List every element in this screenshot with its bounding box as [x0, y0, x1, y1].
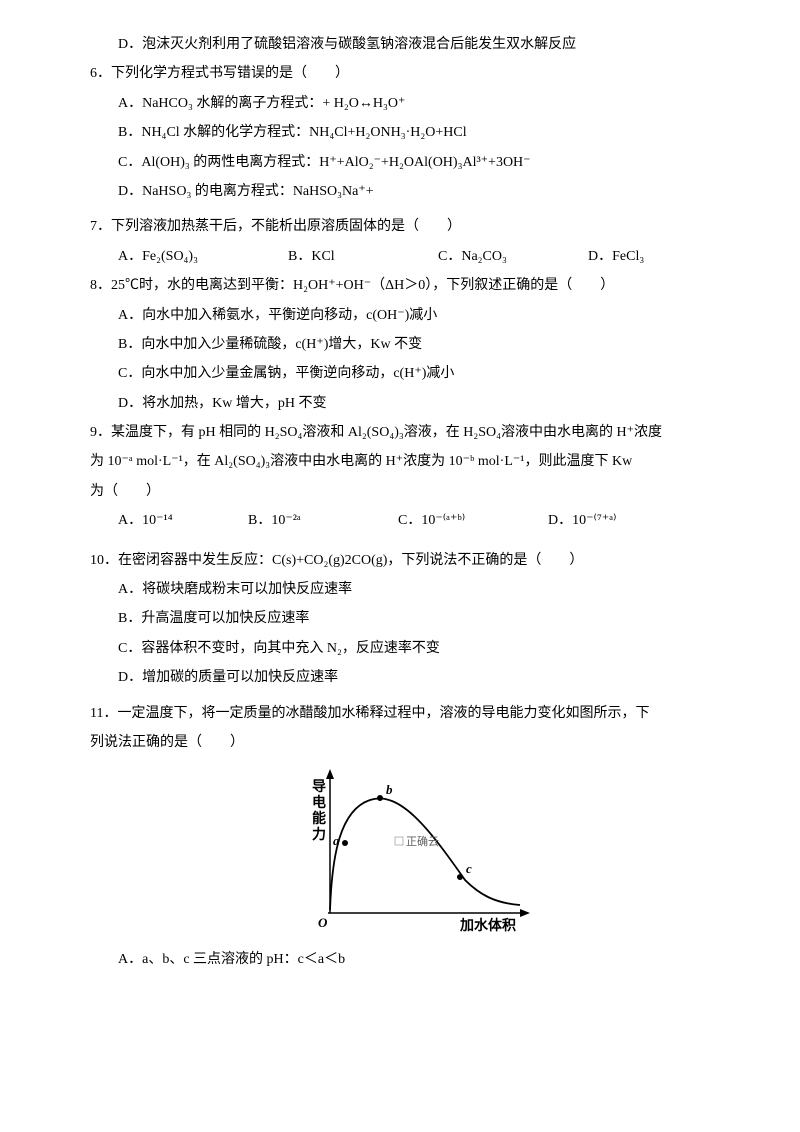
- svg-text:力: 力: [312, 826, 326, 843]
- q10-option-a: A．将碳块磨成粉末可以加快反应速率: [90, 575, 740, 604]
- q7-option-d: D．FeCl₃: [588, 242, 708, 271]
- q9-option-c: C．10⁻⁽ᵃ⁺ᵇ⁾: [398, 506, 548, 535]
- svg-text:c: c: [466, 861, 472, 876]
- q7-option-c: C．Na₂CO₃: [438, 242, 588, 271]
- svg-text:电: 电: [312, 794, 326, 811]
- q10-stem: 10．在密闭容器中发生反应：C(s)+CO₂(g)2CO(g)，下列说法不正确的…: [90, 546, 740, 575]
- q6-option-d: D．NaHSO₃ 的电离方程式：NaHSO₃Na⁺+: [90, 177, 740, 206]
- q6-option-b: B．NH₄Cl 水解的化学方程式：NH₄Cl+H₂ONH₃·H₂O+HCl: [90, 118, 740, 147]
- q8-option-d: D．将水加热，Kw 增大，pH 不变: [90, 389, 740, 418]
- q9-options: A．10⁻¹⁴ B．10⁻²ᵃ C．10⁻⁽ᵃ⁺ᵇ⁾ D．10⁻⁽⁷⁺ᵃ⁾: [90, 506, 740, 535]
- q9-option-d: D．10⁻⁽⁷⁺ᵃ⁾: [548, 506, 678, 535]
- svg-text:b: b: [386, 782, 393, 797]
- q9-option-b: B．10⁻²ᵃ: [248, 506, 398, 535]
- q8-stem: 8．25℃时，水的电离达到平衡：H₂OH⁺+OH⁻（ΔH＞0），下列叙述正确的是…: [90, 271, 740, 300]
- q8-option-b: B．向水中加入少量稀硫酸，c(H⁺)增大，Kw 不变: [90, 330, 740, 359]
- q7-option-a: A．Fe₂(SO₄)₃: [118, 242, 288, 271]
- q10-option-d: D．增加碳的质量可以加快反应速率: [90, 663, 740, 692]
- q6-option-a: A．NaHCO₃ 水解的离子方程式：+ H₂O↔H₃O⁺: [90, 89, 740, 118]
- svg-text:a: a: [333, 833, 340, 848]
- q11-option-a: A．a、b、c 三点溶液的 pH：c＜a＜b: [90, 945, 740, 974]
- q9-stem-line2: 为 10⁻ᵃ mol·L⁻¹，在 Al₂(SO₄)₃溶液中由水电离的 H⁺浓度为…: [90, 447, 740, 476]
- svg-text:加水体积: 加水体积: [459, 917, 516, 934]
- q9-option-a: A．10⁻¹⁴: [118, 506, 248, 535]
- q10-option-c: C．容器体积不变时，向其中充入 N₂，反应速率不变: [90, 634, 740, 663]
- q9-stem-line1: 9．某温度下，有 pH 相同的 H₂SO₄溶液和 Al₂(SO₄)₃溶液，在 H…: [90, 418, 740, 447]
- q8-option-a: A．向水中加入稀氨水，平衡逆向移动，c(OH⁻)减小: [90, 301, 740, 330]
- q11-stem-line1: 11．一定温度下，将一定质量的冰醋酸加水稀释过程中，溶液的导电能力变化如图所示，…: [90, 699, 740, 728]
- q9-stem-line3: 为（ ）: [90, 477, 740, 506]
- svg-text:O: O: [318, 915, 328, 930]
- conductivity-chart-svg: 导电能力加水体积 O 正确云 a b c: [300, 765, 530, 935]
- svg-text:能: 能: [312, 810, 326, 827]
- q8-option-c: C．向水中加入少量金属钠，平衡逆向移动，c(H⁺)减小: [90, 359, 740, 388]
- q7-options: A．Fe₂(SO₄)₃ B．KCl C．Na₂CO₃ D．FeCl₃: [90, 242, 740, 271]
- q7-stem: 7．下列溶液加热蒸干后，不能析出原溶质固体的是（ ）: [90, 212, 740, 241]
- q6-option-c: C．Al(OH)₃ 的两性电离方程式：H⁺+AlO₂⁻+H₂OAl(OH)₃Al…: [90, 148, 740, 177]
- svg-text:导: 导: [312, 779, 326, 795]
- svg-text:正确云: 正确云: [406, 835, 439, 848]
- q10-option-b: B．升高温度可以加快反应速率: [90, 604, 740, 633]
- q7-option-b: B．KCl: [288, 242, 438, 271]
- q11-stem-line2: 列说法正确的是（ ）: [90, 728, 740, 757]
- q11-chart: 导电能力加水体积 O 正确云 a b c: [90, 765, 740, 935]
- q5-option-d: D．泡沫灭火剂利用了硫酸铝溶液与碳酸氢钠溶液混合后能发生双水解反应: [90, 30, 740, 59]
- q6-stem: 6．下列化学方程式书写错误的是（ ）: [90, 59, 740, 88]
